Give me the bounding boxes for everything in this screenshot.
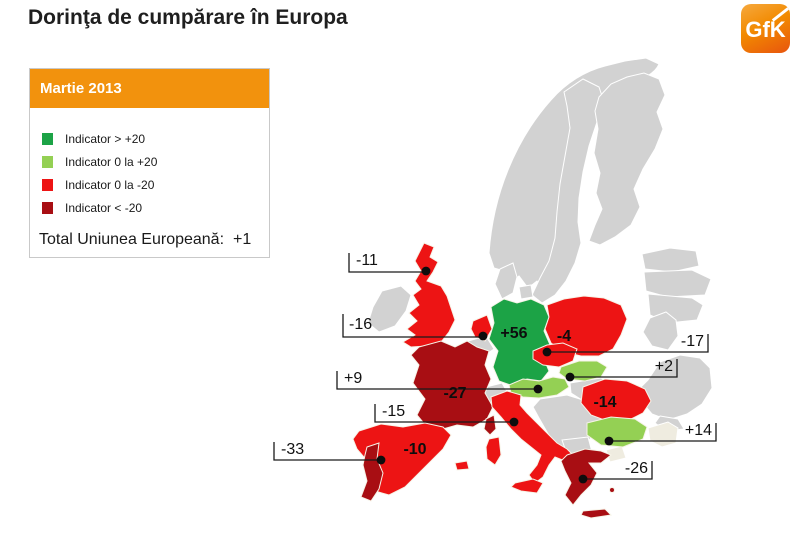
country-crete [580,508,613,519]
legend-label: Indicator 0 la -20 [65,178,155,192]
leader-line-greece [583,461,653,480]
legend-label: Indicator < -20 [65,201,143,215]
legend-row: Indicator 0 la +20 [42,155,269,169]
country-latvia [643,269,712,298]
legend-row: Indicator < -20 [42,201,269,215]
eu-total-value: +1 [233,231,252,248]
country-poland [544,295,628,357]
country-aegean-island [609,487,615,493]
eu-total-label: Total Uniunea Europeană: [39,231,225,248]
value-label-slovakia: +2 [654,358,673,375]
leader-line-slovakia [570,359,678,378]
legend-row: Indicator 0 la -20 [42,178,269,192]
legend-label: Indicator 0 la +20 [65,155,158,169]
leader-line-bulgaria [609,423,717,442]
value-label-germany: +56 [500,325,528,342]
country-ireland [367,285,412,333]
gfk-logo: GfK [741,4,790,53]
legend-items: Indicator > +20 Indicator 0 la +20 Indic… [30,108,269,215]
value-label-portugal: -33 [281,441,305,458]
value-label-netherlands: -16 [349,316,373,333]
country-sardinia [485,436,502,466]
leader-line-italy [374,404,514,423]
marker-dot-portugal [376,455,386,465]
marker-dot-czech [542,347,552,357]
value-label-romania: -14 [593,394,617,411]
country-corsica [483,414,497,436]
marker-dot-slovakia [565,372,575,382]
marker-dot-greece [578,474,588,484]
country-romania [580,378,652,422]
leader-line-netherlands [342,314,483,338]
marker-dot-italy [509,417,519,427]
country-germany [488,298,552,387]
value-label-austria: +9 [344,370,363,387]
marker-dot-uk [421,266,431,276]
legend-swatch-red [42,179,53,191]
marker-dot-austria [533,384,543,394]
country-estonia [641,247,700,273]
value-label-poland: -4 [556,328,572,345]
legend-label: Indicator > +20 [65,132,146,146]
legend-swatch-darkred [42,202,53,214]
legend-header: Martie 2013 [30,69,269,108]
legend-row: Indicator > +20 [42,132,269,146]
country-belarus [642,311,679,351]
gfk-logo-text: GfK [745,16,786,42]
country-finland [588,72,666,246]
country-balearic-islands [454,460,470,471]
country-denmark-islands [518,284,534,300]
value-label-france: -27 [443,385,467,402]
value-label-czech: -17 [680,333,704,350]
value-label-spain: -10 [403,441,427,458]
country-turkey-west [647,421,679,448]
country-bulgaria [586,416,648,448]
eu-total: Total Uniunea Europeană: +1 [39,231,251,249]
leader-line-uk [348,253,426,273]
page-title: Dorinţa de cumpărare în Europa [28,6,348,29]
country-sicily [510,478,544,494]
legend-box: Martie 2013 Indicator > +20 Indicator 0 … [29,68,270,258]
marker-dot-netherlands [478,331,488,341]
leader-line-czech [547,334,709,353]
country-turkey-thrace [605,445,627,463]
legend-swatch-lightgreen [42,156,53,168]
leader-line-austria [336,371,538,390]
country-portugal [360,442,384,502]
value-label-italy: -15 [382,403,406,420]
value-label-bulgaria: +14 [684,422,712,439]
value-label-uk: -11 [356,252,378,269]
marker-dot-bulgaria [604,436,614,446]
legend-swatch-green [42,133,53,145]
leader-line-portugal [273,442,381,461]
country-united-kingdom [402,242,456,348]
country-italy [490,390,574,484]
country-denmark [494,262,518,300]
value-label-greece: -26 [624,460,648,477]
